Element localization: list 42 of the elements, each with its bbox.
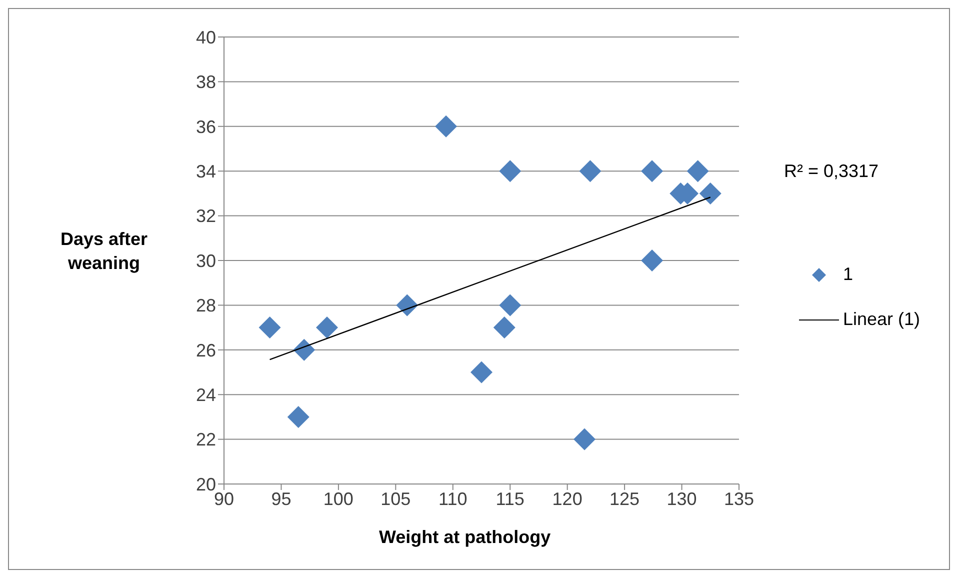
- x-axis-title: Weight at pathology: [379, 527, 551, 548]
- y-tick-label: 22: [196, 430, 216, 450]
- y-tick-label: 38: [196, 72, 216, 92]
- x-tick-label: 120: [552, 488, 582, 509]
- text: R² = 0,3317: [784, 161, 879, 182]
- point: [258, 316, 281, 339]
- y-tick-label: 28: [196, 296, 216, 316]
- x-tick-label: 90: [214, 488, 234, 509]
- x-tick-label: 95: [271, 488, 292, 509]
- point: [699, 182, 722, 204]
- x-tick-label: 115: [496, 488, 524, 509]
- y-tick-label: 24: [196, 384, 216, 405]
- point: [686, 160, 709, 182]
- x-tick-label: 100: [323, 488, 354, 509]
- point: [499, 294, 522, 316]
- y-tick-label: 32: [196, 206, 216, 226]
- point: [579, 160, 602, 182]
- point: [641, 250, 664, 272]
- point: [499, 160, 522, 182]
- point: [574, 428, 596, 450]
- point: [316, 316, 338, 339]
- y-tick-label: 40: [196, 27, 216, 48]
- x-tick-label: 110: [438, 488, 468, 509]
- legend-label: 1: [843, 264, 854, 285]
- point: [493, 316, 516, 339]
- point: [435, 115, 458, 138]
- point: [641, 160, 664, 182]
- y-tick-label: 30: [196, 250, 216, 271]
- x-tick-label: 105: [380, 488, 411, 509]
- x-tick-label: 125: [610, 488, 640, 509]
- legend-label: Linear (1): [843, 309, 920, 330]
- y-tick-label: 26: [196, 340, 216, 360]
- point: [470, 361, 492, 384]
- y-tick-label: 34: [196, 161, 216, 182]
- y-tick-label: 20: [196, 474, 216, 494]
- point: [287, 406, 310, 428]
- point: [293, 338, 316, 361]
- x-tick-label: 135: [724, 488, 754, 509]
- x-tick-label: 130: [666, 488, 697, 509]
- point: [396, 294, 418, 316]
- y-tick-label: 36: [196, 116, 216, 137]
- y-axis-title: Days after weaning: [59, 228, 149, 275]
